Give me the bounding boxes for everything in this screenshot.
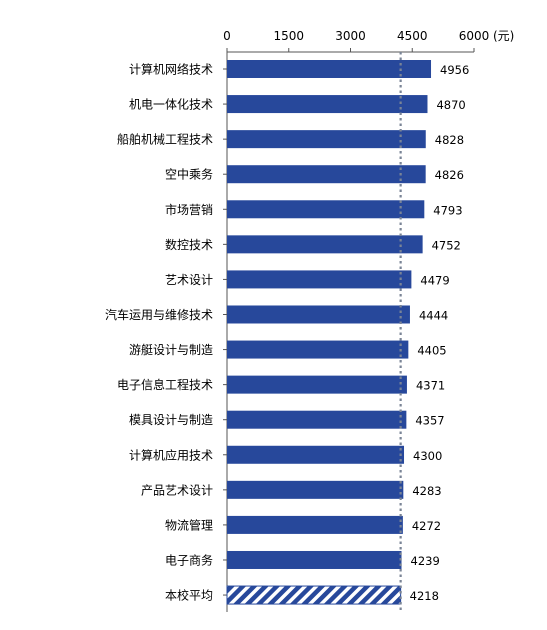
bar	[227, 130, 426, 149]
bar	[227, 375, 407, 394]
category-label: 数控技术	[165, 237, 213, 252]
category-label: 本校平均	[165, 588, 213, 603]
bar-average	[226, 585, 402, 605]
data-label: 4371	[416, 379, 445, 393]
category-label: 船舶机械工程技术	[117, 132, 213, 147]
data-label: 4239	[411, 554, 440, 568]
category-label: 产品艺术设计	[141, 483, 213, 497]
category-label: 机电一体化技术	[129, 98, 213, 112]
x-tick-label: 1500	[273, 29, 304, 43]
category-label: 电子信息工程技术	[117, 377, 213, 392]
bar	[227, 165, 426, 184]
category-label: 空中乘务	[165, 167, 213, 182]
category-label: 汽车运用与维修技术	[105, 307, 213, 322]
bar	[227, 305, 410, 324]
data-label: 4218	[410, 589, 439, 603]
category-label: 市场营销	[165, 202, 213, 217]
bar	[227, 95, 428, 114]
data-labels: 4956 4870 4828 4826 4793 4752 4479 4444 4405 4371…	[410, 63, 470, 603]
category-label: 计算机应用技术	[129, 447, 213, 462]
category-label: 艺术设计	[165, 273, 213, 287]
category-label: 游艇设计与制造	[129, 343, 213, 357]
category-label: 模具设计与制造	[129, 413, 213, 427]
data-label: 4752	[432, 238, 461, 252]
x-axis: 0 1500 3000 4500 6000 (元)	[223, 29, 514, 612]
x-tick-label: 4500	[397, 29, 428, 43]
data-label: 4828	[435, 133, 464, 147]
data-label: 4870	[436, 98, 465, 112]
category-label: 物流管理	[165, 517, 213, 532]
data-label: 4357	[415, 414, 444, 428]
x-tick-label: 0	[223, 29, 231, 43]
x-tick-label: 6000	[459, 29, 490, 43]
x-tick-label: 3000	[335, 29, 366, 43]
bar	[227, 515, 403, 534]
x-unit-label: (元)	[493, 29, 514, 43]
bar	[227, 235, 423, 254]
bar	[227, 200, 425, 219]
bar	[227, 60, 432, 78]
data-label: 4300	[413, 449, 442, 463]
bar	[227, 550, 402, 569]
bar	[227, 270, 412, 289]
data-label: 4826	[435, 168, 464, 182]
bar	[227, 480, 404, 499]
data-label: 4479	[420, 273, 449, 287]
category-labels: 计算机网络技术机电一体化技术船舶机械工程技术空中乘务市场营销数控技术艺术设计汽车…	[105, 62, 213, 603]
bar	[227, 340, 409, 359]
data-label: 4272	[412, 519, 441, 533]
data-label: 4793	[433, 203, 462, 217]
data-label: 4444	[419, 308, 448, 322]
data-label: 4405	[417, 344, 446, 358]
category-label: 电子商务	[165, 552, 213, 567]
bar	[227, 410, 407, 429]
category-label: 计算机网络技术	[129, 62, 213, 77]
data-label: 4956	[440, 63, 469, 77]
data-label: 4283	[412, 484, 441, 498]
bars	[226, 60, 432, 605]
bar	[227, 445, 405, 464]
